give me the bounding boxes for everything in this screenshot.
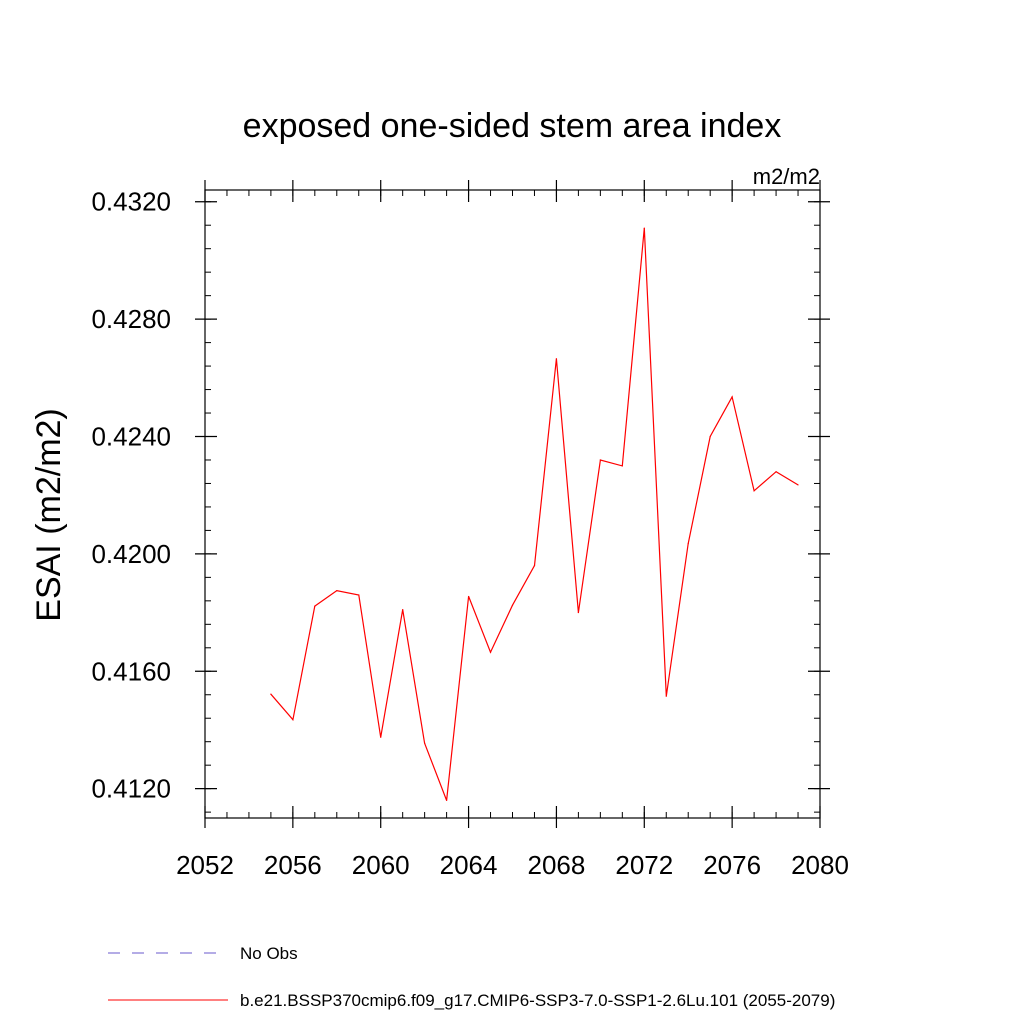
data-point bbox=[467, 595, 470, 598]
y-tick-label: 0.4240 bbox=[91, 422, 171, 452]
x-tick-label: 2076 bbox=[703, 850, 761, 880]
data-point bbox=[731, 396, 733, 398]
data-point bbox=[314, 605, 316, 607]
x-tick-label: 2064 bbox=[440, 850, 498, 880]
data-point bbox=[292, 719, 294, 721]
minor-ticks bbox=[204, 190, 821, 818]
x-tick-label: 2052 bbox=[176, 850, 234, 880]
data-point bbox=[577, 611, 579, 614]
data-point bbox=[380, 736, 382, 738]
data-point bbox=[687, 543, 689, 545]
data-point bbox=[797, 484, 799, 486]
x-tick-label: 2072 bbox=[615, 850, 673, 880]
legend: No Obs b.e21.BSSP370cmip6.f09_g17.CMIP6-… bbox=[108, 944, 835, 1010]
y-tick-label: 0.4200 bbox=[91, 539, 171, 569]
data-point bbox=[489, 651, 492, 653]
major-ticks bbox=[195, 180, 830, 828]
x-tick-labels: 2052 2056 2060 2064 2068 2072 2076 2080 bbox=[176, 850, 849, 880]
data-point bbox=[424, 742, 426, 744]
data-point bbox=[775, 471, 777, 473]
y-tick-label: 0.4280 bbox=[91, 304, 171, 334]
data-point bbox=[270, 693, 272, 695]
y-tick-label: 0.4160 bbox=[91, 656, 171, 686]
data-point bbox=[533, 565, 536, 567]
y-tick-labels: 0.4120 0.4160 0.4200 0.4240 0.4280 0.4320 bbox=[91, 187, 171, 804]
data-point bbox=[358, 594, 360, 596]
data-point bbox=[599, 459, 601, 461]
data-point bbox=[643, 227, 645, 229]
data-point bbox=[555, 358, 558, 360]
series-layer bbox=[270, 227, 799, 801]
y-tick-label: 0.4320 bbox=[91, 187, 171, 217]
x-tick-label: 2060 bbox=[352, 850, 410, 880]
data-point bbox=[753, 490, 755, 492]
data-point bbox=[336, 589, 338, 592]
data-point bbox=[665, 695, 667, 697]
plot-frame bbox=[204, 189, 821, 819]
data-point bbox=[621, 465, 623, 467]
y-tick-label: 0.4120 bbox=[91, 774, 171, 804]
data-point bbox=[446, 799, 448, 801]
x-tick-label: 2080 bbox=[791, 850, 849, 880]
data-point bbox=[511, 604, 514, 606]
data-point bbox=[709, 435, 711, 438]
x-tick-label: 2068 bbox=[528, 850, 586, 880]
series-line bbox=[270, 228, 799, 801]
data-point bbox=[402, 609, 404, 611]
x-tick-label: 2056 bbox=[264, 850, 322, 880]
legend-label-no-obs: No Obs bbox=[240, 944, 298, 963]
legend-label-model-run: b.e21.BSSP370cmip6.f09_g17.CMIP6-SSP3-7.… bbox=[240, 991, 835, 1010]
units-label: m2/m2 bbox=[753, 164, 820, 189]
y-axis-label: ESAI (m2/m2) bbox=[30, 408, 68, 621]
chart-title: exposed one-sided stem area index bbox=[243, 107, 782, 145]
